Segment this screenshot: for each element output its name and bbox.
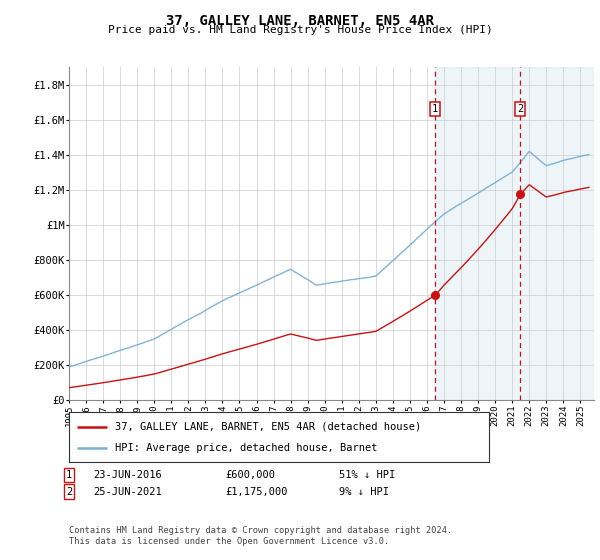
Text: Price paid vs. HM Land Registry's House Price Index (HPI): Price paid vs. HM Land Registry's House … <box>107 25 493 35</box>
Text: £600,000: £600,000 <box>225 470 275 480</box>
Text: 9% ↓ HPI: 9% ↓ HPI <box>339 487 389 497</box>
Text: 2: 2 <box>517 104 523 114</box>
Text: 37, GALLEY LANE, BARNET, EN5 4AR (detached house): 37, GALLEY LANE, BARNET, EN5 4AR (detach… <box>115 422 421 432</box>
Text: Contains HM Land Registry data © Crown copyright and database right 2024.
This d: Contains HM Land Registry data © Crown c… <box>69 526 452 546</box>
Bar <box>435 67 594 400</box>
Text: 1: 1 <box>432 104 438 114</box>
Text: 1: 1 <box>66 470 72 480</box>
Text: HPI: Average price, detached house, Barnet: HPI: Average price, detached house, Barn… <box>115 443 378 453</box>
Text: 51% ↓ HPI: 51% ↓ HPI <box>339 470 395 480</box>
Text: 2: 2 <box>66 487 72 497</box>
Text: 23-JUN-2016: 23-JUN-2016 <box>93 470 162 480</box>
Text: 37, GALLEY LANE, BARNET, EN5 4AR: 37, GALLEY LANE, BARNET, EN5 4AR <box>166 14 434 28</box>
Text: £1,175,000: £1,175,000 <box>225 487 287 497</box>
Text: 25-JUN-2021: 25-JUN-2021 <box>93 487 162 497</box>
